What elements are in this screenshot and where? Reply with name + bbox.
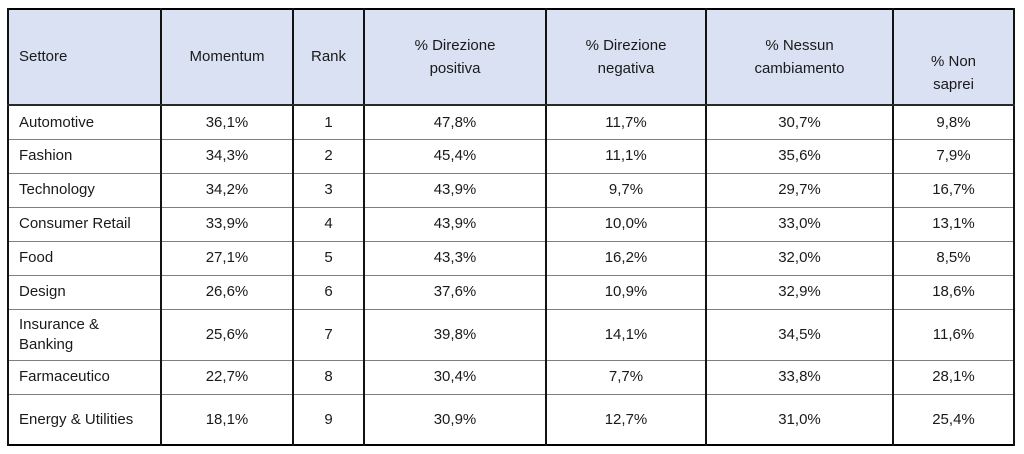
cell-direzione-positiva: 37,6% — [363, 274, 547, 310]
column-header-momentum: Momentum — [160, 8, 294, 106]
cell-direzione-negativa: 11,1% — [545, 138, 707, 174]
table-row: Technology 34,2% 3 43,9% 9,7% 29,7% 16,7… — [7, 172, 1015, 208]
cell-rank: 5 — [292, 240, 365, 276]
cell-non-saprei: 9,8% — [892, 104, 1015, 140]
table-row: Design 26,6% 6 37,6% 10,9% 32,9% 18,6% — [7, 274, 1015, 310]
table-row: Food 27,1% 5 43,3% 16,2% 32,0% 8,5% — [7, 240, 1015, 276]
column-header-label: % Direzione positiva — [414, 36, 496, 77]
cell-direzione-negativa: 12,7% — [545, 393, 707, 446]
cell-settore: Farmaceutico — [7, 359, 162, 395]
cell-nessun-cambiamento: 33,0% — [705, 206, 894, 242]
cell-non-saprei: 25,4% — [892, 393, 1015, 446]
cell-direzione-negativa: 7,7% — [545, 359, 707, 395]
cell-direzione-positiva: 45,4% — [363, 138, 547, 174]
cell-direzione-negativa: 14,1% — [545, 308, 707, 361]
column-header-label: % Direzione negativa — [585, 36, 667, 77]
cell-non-saprei: 11,6% — [892, 308, 1015, 361]
table-row: Automotive 36,1% 1 47,8% 11,7% 30,7% 9,8… — [7, 104, 1015, 140]
cell-direzione-positiva: 39,8% — [363, 308, 547, 361]
table-row: Farmaceutico 22,7% 8 30,4% 7,7% 33,8% 28… — [7, 359, 1015, 395]
cell-non-saprei: 13,1% — [892, 206, 1015, 242]
cell-non-saprei: 18,6% — [892, 274, 1015, 310]
table-row: Insurance & Banking 25,6% 7 39,8% 14,1% … — [7, 308, 1015, 361]
cell-nessun-cambiamento: 34,5% — [705, 308, 894, 361]
cell-momentum: 25,6% — [160, 308, 294, 361]
column-header-nessun-cambiamento: % Nessun cambiamento — [705, 8, 894, 106]
cell-settore: Technology — [7, 172, 162, 208]
cell-rank: 9 — [292, 393, 365, 446]
cell-rank: 6 — [292, 274, 365, 310]
cell-non-saprei: 8,5% — [892, 240, 1015, 276]
cell-direzione-positiva: 43,9% — [363, 206, 547, 242]
cell-momentum: 22,7% — [160, 359, 294, 395]
cell-nessun-cambiamento: 33,8% — [705, 359, 894, 395]
cell-momentum: 18,1% — [160, 393, 294, 446]
table-header-row: Settore Momentum Rank % Direzione positi… — [7, 8, 1015, 106]
cell-rank: 3 — [292, 172, 365, 208]
column-header-rank: Rank — [292, 8, 365, 106]
cell-non-saprei: 16,7% — [892, 172, 1015, 208]
cell-momentum: 36,1% — [160, 104, 294, 140]
cell-settore: Insurance & Banking — [7, 308, 162, 361]
cell-settore: Fashion — [7, 138, 162, 174]
cell-nessun-cambiamento: 30,7% — [705, 104, 894, 140]
column-header-label: % Non saprei — [930, 52, 977, 93]
cell-settore: Automotive — [7, 104, 162, 140]
column-header-non-saprei: % Non saprei — [892, 8, 1015, 106]
table-row: Energy & Utilities 18,1% 9 30,9% 12,7% 3… — [7, 393, 1015, 446]
cell-settore: Consumer Retail — [7, 206, 162, 242]
cell-rank: 7 — [292, 308, 365, 361]
cell-nessun-cambiamento: 29,7% — [705, 172, 894, 208]
cell-direzione-positiva: 47,8% — [363, 104, 547, 140]
column-header-direzione-negativa: % Direzione negativa — [545, 8, 707, 106]
cell-direzione-negativa: 10,0% — [545, 206, 707, 242]
cell-nessun-cambiamento: 31,0% — [705, 393, 894, 446]
cell-direzione-negativa: 9,7% — [545, 172, 707, 208]
cell-rank: 8 — [292, 359, 365, 395]
sector-momentum-table: Settore Momentum Rank % Direzione positi… — [7, 8, 1015, 446]
cell-rank: 1 — [292, 104, 365, 140]
cell-settore: Energy & Utilities — [7, 393, 162, 446]
cell-direzione-positiva: 43,9% — [363, 172, 547, 208]
cell-rank: 4 — [292, 206, 365, 242]
cell-momentum: 34,2% — [160, 172, 294, 208]
cell-momentum: 33,9% — [160, 206, 294, 242]
cell-direzione-positiva: 30,9% — [363, 393, 547, 446]
cell-momentum: 26,6% — [160, 274, 294, 310]
cell-momentum: 27,1% — [160, 240, 294, 276]
column-header-label: Momentum — [189, 48, 265, 66]
cell-nessun-cambiamento: 32,0% — [705, 240, 894, 276]
cell-direzione-positiva: 43,3% — [363, 240, 547, 276]
cell-direzione-negativa: 11,7% — [545, 104, 707, 140]
cell-direzione-negativa: 10,9% — [545, 274, 707, 310]
column-header-label: Settore — [19, 48, 68, 66]
cell-direzione-negativa: 16,2% — [545, 240, 707, 276]
column-header-label: Rank — [310, 48, 347, 66]
column-header-direzione-positiva: % Direzione positiva — [363, 8, 547, 106]
column-header-label: % Nessun cambiamento — [754, 36, 845, 77]
column-header-settore: Settore — [7, 8, 162, 106]
table-row: Fashion 34,3% 2 45,4% 11,1% 35,6% 7,9% — [7, 138, 1015, 174]
cell-direzione-positiva: 30,4% — [363, 359, 547, 395]
cell-nessun-cambiamento: 35,6% — [705, 138, 894, 174]
cell-settore: Food — [7, 240, 162, 276]
cell-non-saprei: 28,1% — [892, 359, 1015, 395]
cell-non-saprei: 7,9% — [892, 138, 1015, 174]
cell-nessun-cambiamento: 32,9% — [705, 274, 894, 310]
table-row: Consumer Retail 33,9% 4 43,9% 10,0% 33,0… — [7, 206, 1015, 242]
cell-momentum: 34,3% — [160, 138, 294, 174]
cell-rank: 2 — [292, 138, 365, 174]
cell-settore: Design — [7, 274, 162, 310]
